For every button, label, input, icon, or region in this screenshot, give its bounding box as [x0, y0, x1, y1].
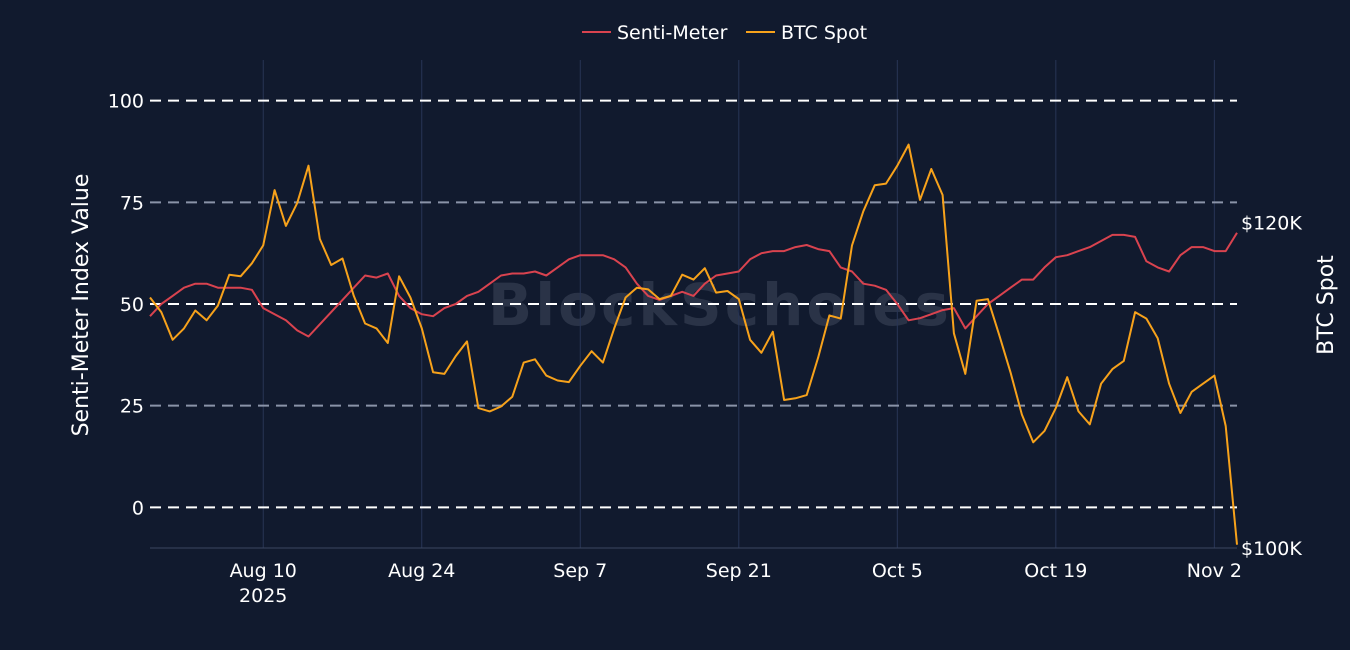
series-line-btc-spot[interactable]	[149, 143, 1238, 545]
series-line-senti-meter[interactable]	[149, 232, 1238, 338]
watermark: BlockScholes	[488, 271, 952, 339]
x-tick-sublabel-0: 2025	[239, 585, 287, 607]
right-y-axis-title: BTC Spot	[1314, 255, 1339, 355]
x-tick-label-4: Oct 5	[872, 560, 923, 582]
x-tick-label-6: Nov 2	[1187, 560, 1242, 582]
series-layer	[149, 143, 1238, 545]
x-tick-label-0: Aug 10	[230, 560, 297, 582]
left-y-tick-label-1: 25	[120, 396, 144, 418]
left-y-tick-label-2: 50	[120, 294, 144, 316]
legend-item-btc-spot[interactable]: BTC Spot	[746, 22, 867, 44]
left-y-ticks: 0 25 50 75 100	[108, 91, 144, 520]
right-y-tick-label-0: $100K	[1241, 538, 1302, 560]
x-tick-label-1: Aug 24	[388, 560, 455, 582]
y-gridlines	[150, 99, 1237, 509]
left-y-tick-label-4: 100	[108, 91, 144, 113]
legend-item-senti-meter[interactable]: Senti-Meter	[582, 22, 728, 44]
legend[interactable]: Senti-Meter BTC Spot	[582, 22, 867, 44]
legend-label-senti-meter: Senti-Meter	[617, 22, 728, 44]
left-y-axis-title: Senti-Meter Index Value	[69, 174, 94, 437]
right-y-tick-label-1: $120K	[1241, 213, 1302, 235]
x-tick-label-2: Sep 7	[553, 560, 607, 582]
x-tick-label-3: Sep 21	[706, 560, 772, 582]
x-tick-label-5: Oct 19	[1024, 560, 1087, 582]
legend-label-btc-spot: BTC Spot	[781, 22, 867, 44]
x-ticks: Aug 10 2025 Aug 24 Sep 7 Sep 21 Oct 5 Oct 19 No…	[230, 560, 1242, 607]
left-y-tick-label-0: 0	[132, 497, 144, 519]
left-y-tick-label-3: 75	[120, 192, 144, 214]
right-y-ticks: $100K $120K	[1241, 213, 1302, 560]
